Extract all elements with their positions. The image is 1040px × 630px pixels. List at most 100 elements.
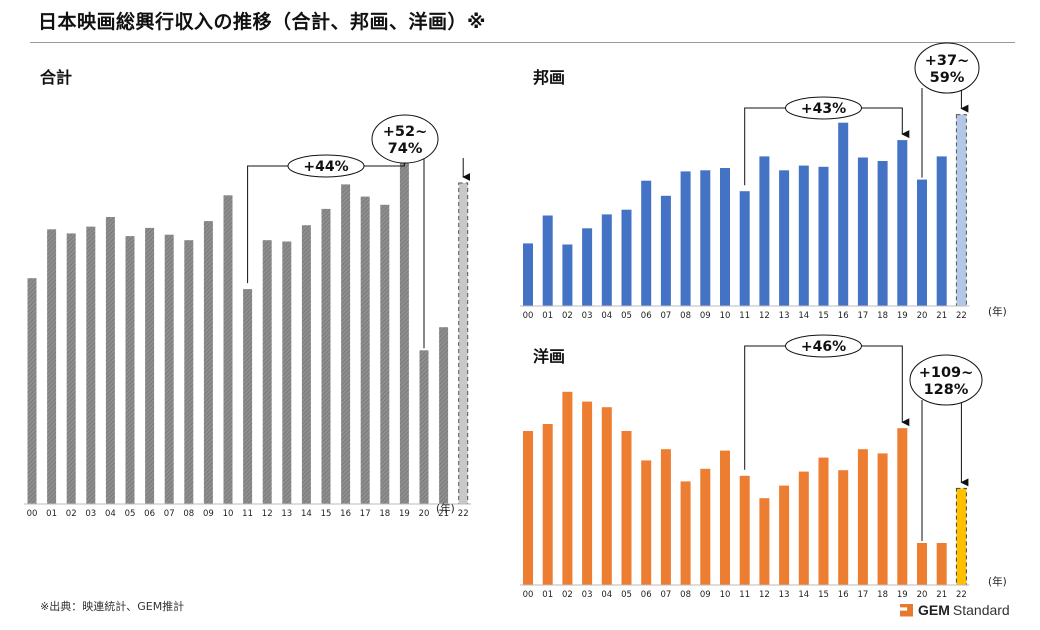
x-tick-label: 08 xyxy=(183,509,194,519)
x-tick-label: 08 xyxy=(680,311,691,321)
x-tick-label: 00 xyxy=(27,509,38,519)
bar xyxy=(223,195,233,505)
x-tick-label: 14 xyxy=(301,509,312,519)
bar xyxy=(798,471,809,585)
brand-name-bold: GEM xyxy=(918,602,950,618)
brand-name: GEM Standard xyxy=(918,602,1010,618)
x-tick-label: 04 xyxy=(601,311,612,321)
bar xyxy=(936,156,947,306)
x-tick-label: 09 xyxy=(700,590,711,600)
bar xyxy=(621,431,632,585)
bar xyxy=(282,241,292,504)
x-tick-label: 13 xyxy=(779,590,790,600)
bar xyxy=(47,229,57,505)
x-tick-label: 19 xyxy=(897,590,908,600)
x-tick-label: 16 xyxy=(340,509,351,519)
x-tick-label: 19 xyxy=(897,311,908,321)
bar-estimate xyxy=(458,182,469,505)
x-tick-label: 13 xyxy=(779,311,790,321)
chart-title-total: 合計 xyxy=(40,68,73,87)
x-tick-label: 04 xyxy=(601,590,612,600)
annotation-label: +43% xyxy=(801,101,846,117)
bar xyxy=(380,204,390,505)
x-tick-label: 13 xyxy=(281,509,292,519)
bar xyxy=(399,151,409,505)
x-tick-label: 05 xyxy=(125,509,136,519)
source-note: ※出典：映連統計、GEM推計 xyxy=(40,600,185,613)
bar xyxy=(641,460,652,585)
x-tick-label: 14 xyxy=(798,311,809,321)
page-title: 日本映画総興行収入の推移（合計、邦画、洋画）※ xyxy=(38,11,486,33)
bar xyxy=(360,196,370,504)
x-tick-label: 20 xyxy=(419,509,430,519)
annotation-bubble xyxy=(785,334,862,358)
bar xyxy=(203,221,213,504)
x-tick-label: 08 xyxy=(680,590,691,600)
bar xyxy=(341,184,351,504)
bar xyxy=(680,481,691,585)
bar xyxy=(542,215,553,306)
bar xyxy=(86,226,96,504)
bar-estimate xyxy=(955,114,967,307)
bar xyxy=(660,195,671,306)
bar xyxy=(720,168,730,306)
bar xyxy=(660,449,671,585)
annotation-label: 74% xyxy=(388,141,423,157)
bar xyxy=(542,424,553,585)
brand-logo: GEM Standard xyxy=(900,601,1010,619)
bar xyxy=(917,543,927,585)
x-axis-unit: (年) xyxy=(988,305,1007,318)
x-tick-label: 22 xyxy=(956,590,967,600)
bar xyxy=(818,166,829,306)
x-tick-label: 18 xyxy=(877,311,888,321)
x-tick-label: 18 xyxy=(877,590,888,600)
bar xyxy=(680,171,691,306)
annotation-label: 128% xyxy=(924,382,969,398)
x-tick-label: 16 xyxy=(838,590,849,600)
x-tick-label: 01 xyxy=(542,311,553,321)
x-tick-label: 05 xyxy=(621,590,632,600)
x-tick-label: 10 xyxy=(720,590,731,600)
bar xyxy=(419,350,429,504)
annotation-bubble xyxy=(909,354,983,406)
bar xyxy=(877,453,888,585)
x-tick-label: 06 xyxy=(641,590,652,600)
chart-foreign: 00 01 02 03 04 05 06 07 08 09 10 11 12 13 14 15 16 17 18 19… xyxy=(520,334,1007,600)
x-tick-label: 01 xyxy=(46,509,57,519)
bar xyxy=(105,217,115,504)
bar xyxy=(641,180,652,306)
annotation-label: +52~ xyxy=(383,124,427,140)
x-tick-label: 07 xyxy=(164,509,175,519)
bar xyxy=(621,209,632,306)
bar xyxy=(66,233,76,504)
x-tick-label: 17 xyxy=(857,311,868,321)
x-tick-label: 03 xyxy=(582,311,593,321)
bar xyxy=(439,327,449,504)
bar xyxy=(243,289,253,504)
bar xyxy=(720,450,730,585)
x-tick-label: 11 xyxy=(739,590,750,600)
x-tick-label: 06 xyxy=(144,509,155,519)
x-tick-label: 14 xyxy=(798,590,809,600)
x-tick-label: 12 xyxy=(262,509,273,519)
x-tick-label: 15 xyxy=(321,509,332,519)
annotation-bracket xyxy=(744,345,910,470)
chart-title-foreign: 洋画 xyxy=(533,347,566,366)
x-tick-label: 19 xyxy=(399,509,410,519)
x-tick-label: 02 xyxy=(562,311,573,321)
bar xyxy=(262,240,272,504)
bar-estimate xyxy=(955,487,967,586)
bar xyxy=(838,470,849,585)
bar xyxy=(897,428,908,585)
x-tick-label: 11 xyxy=(242,509,253,519)
x-tick-label: 15 xyxy=(818,590,829,600)
x-tick-label: 06 xyxy=(641,311,652,321)
x-tick-label: 20 xyxy=(917,590,928,600)
x-tick-label: 00 xyxy=(523,311,534,321)
x-tick-label: 22 xyxy=(956,311,967,321)
annotation-label: +37~ xyxy=(925,53,969,69)
brand-mark-icon xyxy=(900,603,913,617)
x-tick-label: 03 xyxy=(582,590,593,600)
x-tick-label: 12 xyxy=(759,311,770,321)
x-tick-label: 10 xyxy=(720,311,731,321)
